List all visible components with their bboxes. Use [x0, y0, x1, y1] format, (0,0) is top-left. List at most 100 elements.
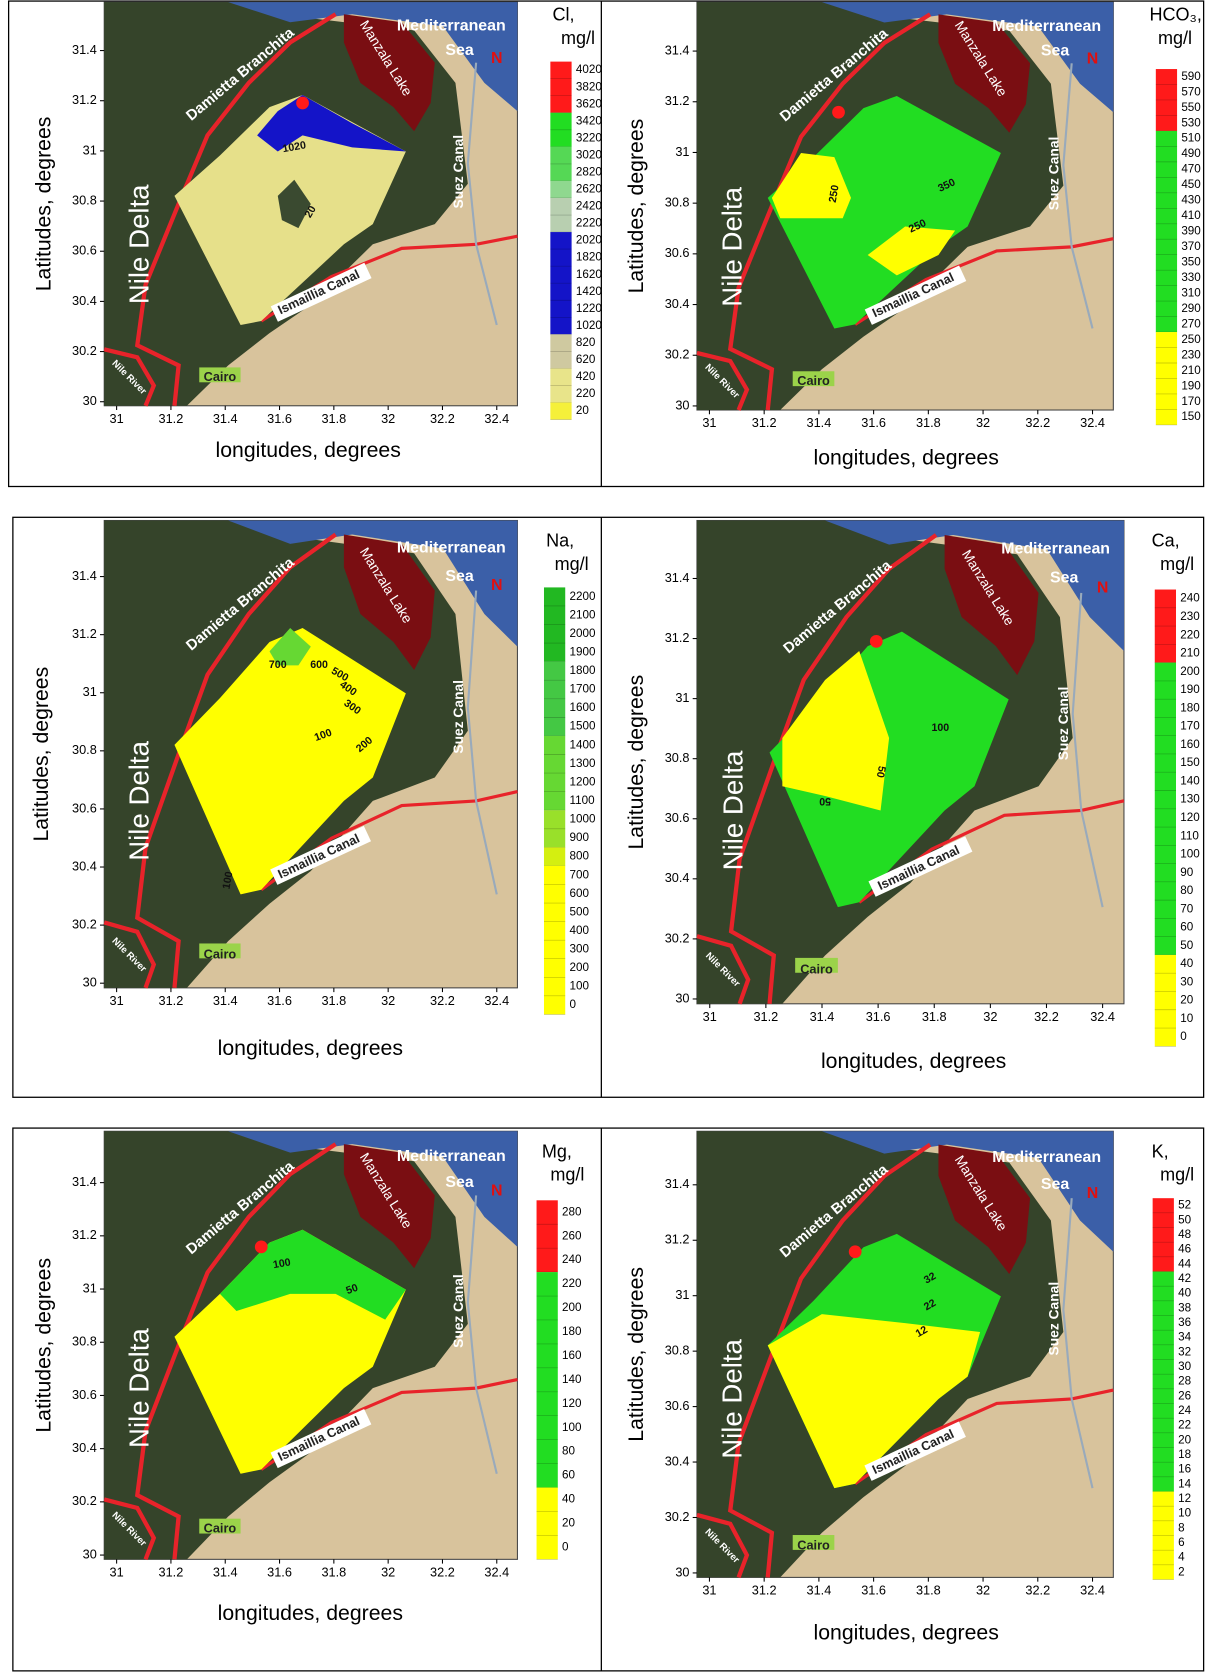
y-tick-label: 30.2: [665, 1509, 690, 1524]
place-label: Sea: [1041, 1176, 1069, 1193]
colorbar-label: 170: [1180, 720, 1200, 733]
colorbar-label: 490: [1181, 147, 1201, 160]
colorbar-band: [544, 847, 565, 866]
colorbar-label: 30: [1178, 1360, 1191, 1373]
x-tick-label: 31.6: [861, 415, 886, 430]
x-tick-label: 32.2: [430, 1565, 455, 1580]
colorbar-band: [1153, 1272, 1174, 1492]
y-tick-label: 30.6: [72, 1387, 97, 1402]
y-tick-label: 30: [675, 990, 689, 1005]
colorbar-title: mg/l: [561, 28, 595, 48]
colorbar-label: 20: [1180, 994, 1193, 1007]
colorbar-label: 3420: [576, 114, 602, 127]
colorbar-label: 250: [1181, 333, 1201, 346]
colorbar-label: 30: [1180, 975, 1193, 988]
hotspot: [296, 97, 309, 110]
y-tick-label: 31: [83, 684, 97, 699]
x-axis-label: longitudes, degrees: [215, 438, 400, 462]
colorbar-label: 38: [1178, 1301, 1191, 1314]
colorbar-label: 820: [576, 336, 596, 349]
place-label: Sea: [445, 1174, 473, 1191]
place-label: Cairo: [800, 961, 833, 976]
y-tick-label: 30.6: [72, 800, 97, 815]
colorbar-label: 140: [562, 1373, 582, 1386]
x-tick-label: 31.8: [922, 1009, 947, 1024]
colorbar-label: 120: [1180, 811, 1200, 824]
colorbar-label: 2820: [576, 165, 602, 178]
colorbar-label: 1900: [569, 645, 595, 658]
colorbar-band: [537, 1200, 558, 1272]
x-tick-label: 32.4: [484, 411, 509, 426]
place-label: Mediterranean: [397, 1148, 506, 1165]
y-tick-label: 30.4: [72, 1440, 97, 1455]
colorbar-label: 570: [1181, 85, 1201, 98]
x-tick-label: 31: [703, 1009, 717, 1024]
x-tick-label: 32.2: [430, 993, 455, 1008]
x-tick-label: 31.4: [213, 993, 238, 1008]
place-label: Suez Canal: [451, 680, 466, 754]
y-tick-label: 30.2: [72, 343, 97, 358]
colorbar-label: 530: [1181, 116, 1201, 129]
y-tick-label: 30.6: [72, 243, 97, 258]
place-label: Suez Canal: [1056, 687, 1071, 761]
colorbar-title: mg/l: [1158, 28, 1192, 48]
place-label: N: [1097, 579, 1109, 596]
colorbar-label: 450: [1181, 178, 1201, 191]
place-label: Nile Delta: [717, 1338, 748, 1458]
place-label: Sea: [1041, 42, 1069, 59]
colorbar-label: 2020: [576, 234, 602, 247]
colorbar-label: 370: [1181, 240, 1201, 253]
y-tick-label: 30.6: [665, 1398, 690, 1413]
x-tick-label: 32: [381, 1565, 395, 1580]
x-tick-label: 31.8: [321, 411, 346, 426]
colorbar-label: 230: [1181, 348, 1201, 361]
place-label: Cairo: [204, 1521, 237, 1536]
y-tick-label: 31.2: [72, 92, 97, 107]
colorbar-label: 230: [1180, 610, 1200, 623]
colorbar-label: 180: [1180, 701, 1200, 714]
colorbar-label: 1820: [576, 251, 602, 264]
place-label: N: [491, 50, 503, 67]
colorbar-label: 1500: [569, 720, 595, 733]
colorbar-label: 900: [569, 831, 589, 844]
figure: 102020MediterraneanSeaManzala LakeDamiet…: [0, 0, 1208, 1673]
x-tick-label: 31.8: [321, 1565, 346, 1580]
place-label: Cairo: [797, 373, 830, 388]
x-tick-label: 32.4: [1090, 1009, 1115, 1024]
colorbar-band: [550, 403, 571, 420]
x-tick-label: 31.6: [267, 1565, 292, 1580]
colorbar-label: 1020: [576, 319, 602, 332]
y-tick-label: 31.4: [665, 570, 690, 585]
colorbar-title: mg/l: [1160, 1165, 1194, 1185]
colorbar-label: 350: [1181, 256, 1201, 269]
place-label: Mediterranean: [397, 18, 506, 35]
colorbar-label: 180: [562, 1325, 582, 1338]
y-tick-label: 31.4: [72, 568, 97, 583]
colorbar-label: 130: [1180, 793, 1200, 806]
y-tick-label: 30.2: [665, 930, 690, 945]
x-tick-label: 32.2: [1025, 415, 1050, 430]
colorbar-label: 10: [1180, 1012, 1193, 1025]
colorbar-label: 1700: [569, 683, 595, 696]
colorbar-title: mg/l: [555, 554, 589, 574]
y-tick-label: 31.2: [72, 626, 97, 641]
colorbar-label: 160: [1180, 738, 1200, 751]
colorbar-label: 260: [562, 1229, 582, 1242]
place-label: Nile Delta: [124, 1328, 155, 1448]
y-tick-label: 31.4: [72, 1174, 97, 1189]
y-tick-label: 30.4: [665, 870, 690, 885]
colorbar-label: 14: [1178, 1477, 1191, 1490]
colorbar-label: 1000: [569, 813, 595, 826]
colorbar-label: 1800: [569, 664, 595, 677]
colorbar-label: 6: [1178, 1536, 1185, 1549]
x-axis-label: longitudes, degrees: [218, 1036, 403, 1060]
y-axis-label: Latitudes, degrees: [31, 117, 55, 292]
colorbar-label: 1300: [569, 757, 595, 770]
place-label: Nile Delta: [124, 184, 155, 304]
colorbar-label: 270: [1181, 317, 1201, 330]
colorbar-title: K,: [1152, 1141, 1169, 1161]
y-tick-label: 31.2: [665, 93, 690, 108]
x-tick-label: 31.4: [213, 1565, 238, 1580]
colorbar-label: 12: [1178, 1492, 1191, 1505]
colorbar-label: 330: [1181, 271, 1201, 284]
